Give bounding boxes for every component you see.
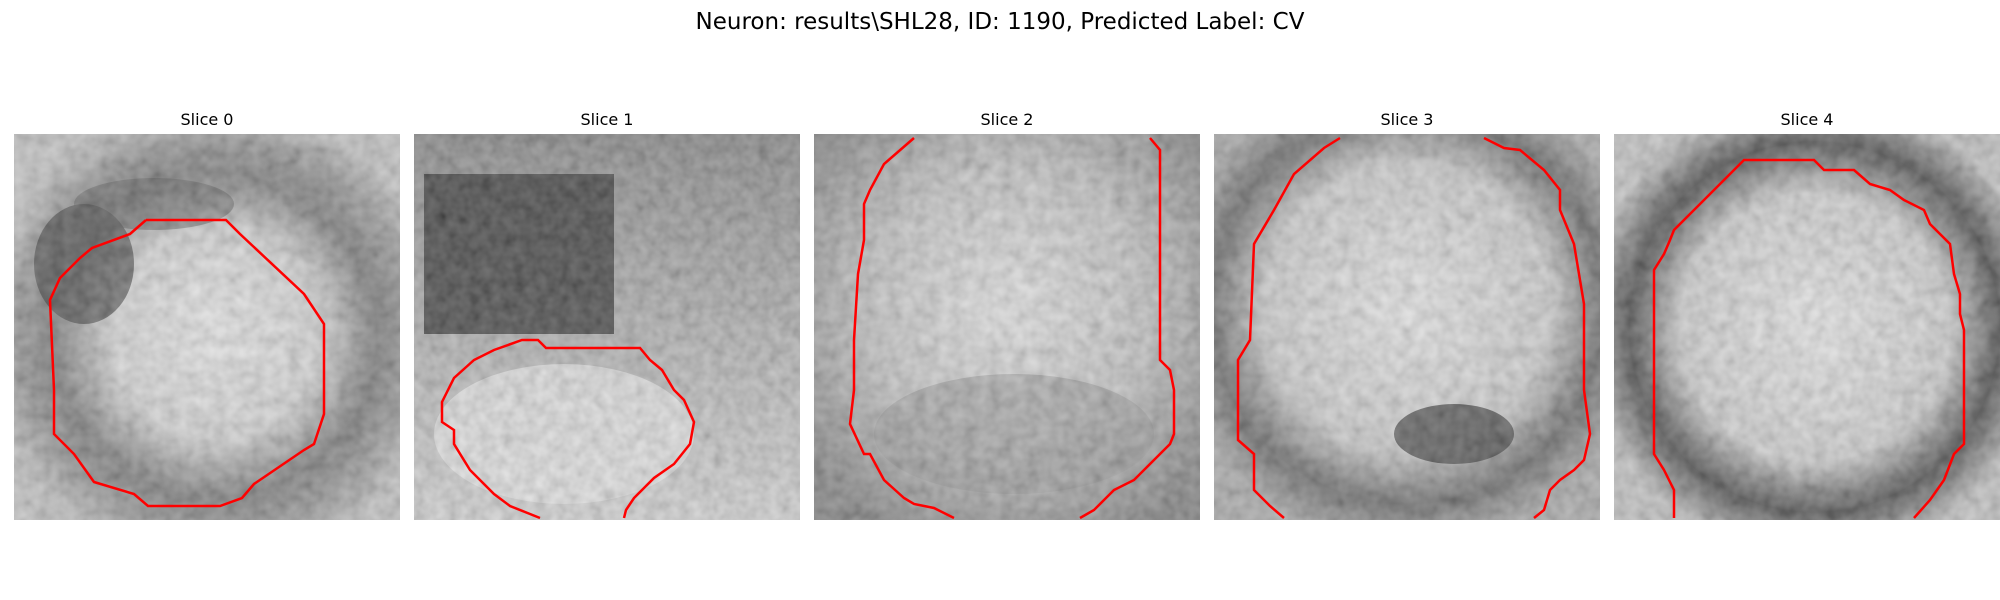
slice-image-4 — [1614, 134, 2000, 520]
slice-image-1 — [414, 134, 800, 520]
slice-title-4: Slice 4 — [1614, 108, 2000, 132]
slice-panel-3: Slice 3 — [1214, 108, 1600, 520]
slice-panel-1: Slice 1 — [414, 108, 800, 520]
slice-image-0 — [14, 134, 400, 520]
slice-title-0: Slice 0 — [14, 108, 400, 132]
slice-title-2: Slice 2 — [814, 108, 1200, 132]
slice-panel-4: Slice 4 — [1614, 108, 2000, 520]
slice-panel-2: Slice 2 — [814, 108, 1200, 520]
figure-title: Neuron: results\SHL28, ID: 1190, Predict… — [0, 6, 2000, 38]
slice-title-1: Slice 1 — [414, 108, 800, 132]
slice-panel-0: Slice 0 — [14, 108, 400, 520]
slice-image-3 — [1214, 134, 1600, 520]
slice-title-3: Slice 3 — [1214, 108, 1600, 132]
slice-image-2 — [814, 134, 1200, 520]
